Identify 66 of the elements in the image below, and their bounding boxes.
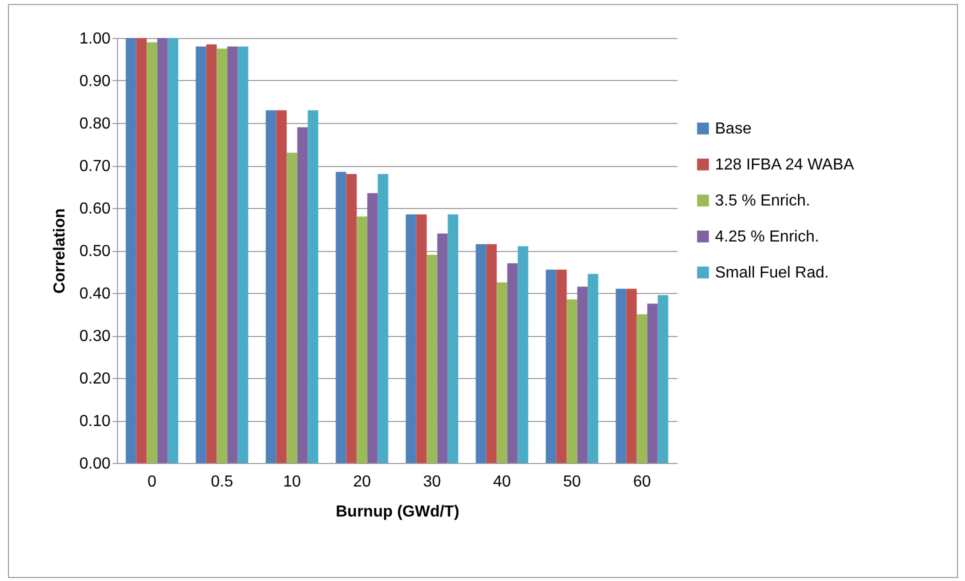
bar: [566, 299, 578, 463]
y-tick-label: 0.20: [79, 370, 111, 388]
x-tick-label: 40: [493, 474, 511, 490]
bar: [336, 172, 346, 463]
bar: [658, 295, 668, 463]
bar: [308, 110, 318, 463]
y-axis-title: Correlation: [51, 208, 68, 294]
y-tick-label: 0.10: [79, 413, 111, 430]
legend-label: Base: [715, 120, 752, 138]
bar: [546, 270, 556, 463]
bar: [626, 288, 637, 463]
bar: [216, 48, 228, 463]
x-tick-label: 20: [353, 474, 371, 490]
bar: [367, 193, 378, 463]
x-tick-label: 60: [633, 474, 651, 490]
legend-label: Small Fuel Rad.: [715, 264, 829, 282]
legend-label: 4.25 % Enrich.: [715, 228, 820, 246]
x-tick-label: 10: [283, 474, 301, 490]
bar: [577, 286, 588, 463]
bar: [486, 244, 497, 463]
bar: [168, 38, 178, 463]
y-tick-label: 0.70: [79, 158, 111, 175]
x-tick-label: 0: [148, 474, 157, 490]
bar: [556, 270, 567, 463]
bar: [496, 282, 508, 463]
bar: [437, 234, 448, 463]
bar: [636, 314, 648, 463]
y-tick-label: 0.50: [79, 243, 111, 260]
x-tick-label: 50: [563, 474, 581, 490]
bar: [206, 44, 217, 463]
bar: [518, 246, 528, 463]
bar: [448, 214, 458, 463]
legend-label: 128 IFBA 24 WABA: [715, 156, 854, 174]
bar: [157, 38, 168, 463]
bar: [378, 174, 388, 463]
x-axis-title: Burnup (GWd/T): [336, 504, 460, 520]
bar: [507, 263, 518, 463]
y-tick-label: 0.60: [79, 200, 111, 218]
bar: [476, 244, 486, 463]
bar: [227, 46, 238, 463]
bar: [126, 38, 136, 463]
bar: [416, 214, 427, 463]
bar: [346, 174, 357, 463]
bar: [136, 38, 147, 463]
bar: [616, 288, 626, 463]
bar: [588, 274, 598, 463]
y-tick-label: 0.90: [79, 73, 111, 90]
y-tick-label: 0.30: [79, 328, 111, 345]
bar: [297, 127, 308, 463]
x-tick-label: 0.5: [210, 474, 234, 490]
bar: [406, 214, 416, 463]
bar: [426, 254, 438, 463]
bar: [266, 110, 276, 463]
bar: [238, 46, 248, 463]
bar: [146, 42, 158, 463]
bar: [196, 46, 206, 463]
bar: [276, 110, 287, 463]
bar: [647, 304, 658, 463]
y-tick-label: 0.80: [79, 116, 111, 132]
y-tick-label: 0.00: [79, 456, 111, 472]
legend-label: 3.5 % Enrich.: [715, 192, 810, 210]
bar: [356, 216, 368, 463]
y-tick-label: 0.40: [79, 286, 111, 302]
bar: [286, 152, 298, 463]
x-tick-label: 30: [423, 474, 441, 490]
y-tick-label: 1.00: [79, 30, 111, 48]
